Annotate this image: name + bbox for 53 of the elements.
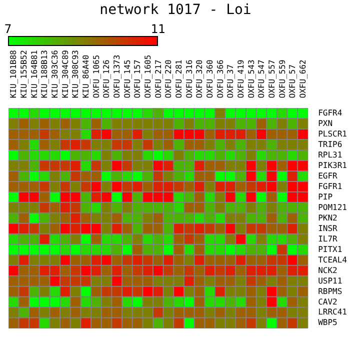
x-tick-label: KIU_303C36 (50, 50, 60, 98)
y-tick-label: RBPMS (318, 286, 342, 296)
x-tick-label: OXFU_320 (195, 59, 204, 98)
x-tick-label: OXFU_366 (216, 59, 225, 98)
y-tick-label: LRRC41 (318, 308, 348, 317)
y-tick-label: RPL31 (318, 150, 342, 160)
x-tick-label: OXFU_1605 (144, 54, 152, 98)
x-tick-label: OXFU_559 (278, 59, 287, 98)
x-tick-label: KIU_164B81 (30, 50, 39, 98)
x-tick-label: OXFU_662 (298, 59, 308, 98)
y-tick-label: PXN (318, 118, 333, 128)
x-tick-label: OXFU_419 (236, 59, 246, 98)
color-bar-label: 11 (150, 22, 166, 36)
y-tick-label: TRIP6 (318, 140, 342, 149)
color-bar-label: 7 (4, 22, 12, 36)
x-tick-label: KIU_86A40 (82, 54, 91, 98)
y-tick-label: PKN2 (318, 213, 338, 222)
y-tick-label: PIP (318, 192, 333, 202)
x-tick-label: OXFU_316 (184, 59, 194, 98)
x-tick-label: KIU_308C93 (71, 50, 80, 98)
chart-title: network 1017 - Loi (98, 2, 252, 18)
y-tick-label: TCEAL4 (318, 255, 348, 264)
y-tick-label: PIK3R1 (318, 160, 348, 170)
y-tick-label: NCK2 (318, 266, 338, 275)
y-tick-label: USP11 (318, 276, 342, 286)
x-tick-label: OXFU_557 (267, 59, 276, 98)
y-tick-label: PLSCR1 (318, 129, 348, 138)
x-tick-label: OXFU_145 (122, 59, 132, 98)
y-tick-label: PITX1 (318, 244, 342, 254)
x-tick-label: OXFU_57 (288, 64, 298, 98)
x-tick-label: KIU_304C89 (60, 50, 70, 98)
x-tick-label: OXFU_547 (257, 59, 266, 98)
x-tick-label: OXFU_220 (164, 59, 174, 98)
y-tick-label: IL7R (318, 234, 338, 244)
y-tick-label: CAV2 (318, 297, 338, 306)
y-tick-label: FGFR1 (318, 182, 342, 191)
x-tick-label: OXFU_37 (226, 64, 236, 98)
y-tick-label: EGFR (318, 171, 338, 180)
x-tick-label: OXFU_360 (205, 59, 214, 98)
x-tick-label: OXFU_126 (102, 59, 112, 98)
x-tick-label: KIU_155B52 (20, 50, 29, 98)
x-tick-label: KIU_188B13 (40, 50, 50, 98)
y-tick-label: INSR (318, 224, 338, 233)
y-tick-label: POM121 (318, 202, 348, 212)
x-tick-label: OXFU_1373 (112, 54, 122, 98)
y-tick-label: WBP5 (318, 318, 338, 328)
x-tick-label: OXFU_543 (246, 59, 256, 98)
x-tick-label: OXFU_157 (133, 59, 142, 98)
y-tick-label: FGFR4 (318, 108, 342, 118)
x-tick-label: OXFU_217 (154, 59, 163, 98)
x-tick-label: OXFU_281 (174, 59, 184, 98)
x-tick-label: KIU_101B88 (9, 50, 18, 98)
x-tick-label: OXFU_1065 (92, 54, 101, 98)
